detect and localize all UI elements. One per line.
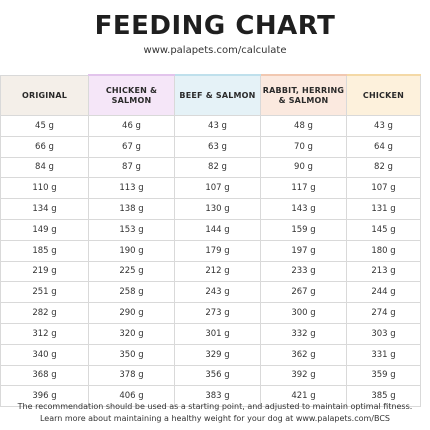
table-cell: 43 g — [174, 115, 261, 137]
table-cell: 110 g — [0, 177, 89, 200]
table-row: 45 g 46 g 43 g 48 g 43 g — [0, 115, 421, 137]
table-cell: 43 g — [346, 115, 421, 137]
table-cell: 46 g — [88, 115, 175, 137]
table-row: 66 g 67 g 63 g 70 g 64 g — [0, 135, 421, 158]
table-cell: 131 g — [346, 198, 421, 220]
table-cell: 258 g — [88, 281, 175, 304]
table-cell: 332 g — [260, 322, 347, 345]
table-cell: 320 g — [88, 322, 175, 345]
table-cell: 179 g — [174, 239, 261, 262]
table-cell: 225 g — [88, 260, 175, 283]
table-cell: 48 g — [260, 115, 347, 137]
table-row: 312 g 320 g 301 g 332 g 303 g — [0, 322, 421, 345]
table-cell: 219 g — [0, 260, 89, 283]
table-cell: 273 g — [174, 302, 261, 324]
table-row: 185 g 190 g 179 g 197 g 180 g — [0, 239, 421, 262]
column-header-original: ORIGINAL — [0, 74, 89, 116]
table-cell: 340 g — [0, 343, 89, 366]
table-cell: 82 g — [346, 156, 421, 179]
table-cell: 45 g — [0, 115, 89, 137]
table-cell: 197 g — [260, 239, 347, 262]
table-cell: 213 g — [346, 260, 421, 283]
calculator-url: www.palapets.com/calculate — [143, 45, 287, 56]
table-header-row: ORIGINAL CHICKEN & SALMON BEEF & SALMON … — [0, 74, 421, 116]
table-cell: 212 g — [174, 260, 261, 283]
table-cell: 138 g — [88, 198, 175, 220]
table-cell: 251 g — [0, 281, 89, 304]
table-row: 340 g 350 g 329 g 362 g 331 g — [0, 343, 421, 366]
table-cell: 359 g — [346, 364, 421, 387]
table-body: 45 g 46 g 43 g 48 g 43 g 66 g 67 g 63 g 70 g 64 g… — [0, 115, 421, 408]
table-cell: 301 g — [174, 322, 261, 345]
table-cell: 406 g — [88, 385, 175, 408]
table-cell: 300 g — [260, 302, 347, 324]
table-cell: 82 g — [174, 156, 261, 179]
table-cell: 378 g — [88, 364, 175, 387]
table-cell: 396 g — [0, 385, 89, 408]
footer-learn-more: Learn more about maintaining a healthy w… — [39, 414, 391, 423]
table-cell: 190 g — [88, 239, 175, 262]
table-row: 396 g 406 g 383 g 421 g 385 g — [0, 385, 421, 408]
table-cell: 303 g — [346, 322, 421, 345]
table-row: 251 g 258 g 243 g 267 g 244 g — [0, 281, 421, 304]
table-cell: 153 g — [88, 218, 175, 241]
table-cell: 70 g — [260, 135, 347, 158]
table-row: 149 g 153 g 144 g 159 g 145 g — [0, 218, 421, 241]
table-cell: 392 g — [260, 364, 347, 387]
table-cell: 144 g — [174, 218, 261, 241]
table-cell: 113 g — [88, 177, 175, 200]
table-row: 368 g 378 g 356 g 392 g 359 g — [0, 364, 421, 387]
table-cell: 290 g — [88, 302, 175, 324]
table-cell: 117 g — [260, 177, 347, 200]
footer-note: The recommendation should be used as a s… — [0, 401, 430, 425]
table-cell: 331 g — [346, 343, 421, 366]
table-cell: 180 g — [346, 239, 421, 262]
table-cell: 385 g — [346, 385, 421, 408]
table-cell: 267 g — [260, 281, 347, 304]
footer-recommendation: The recommendation should be used as a s… — [17, 402, 413, 411]
table-cell: 368 g — [0, 364, 89, 387]
page-title: FEEDING CHART — [94, 11, 336, 41]
table-cell: 90 g — [260, 156, 347, 179]
table-cell: 159 g — [260, 218, 347, 241]
table-cell: 64 g — [346, 135, 421, 158]
table-cell: 274 g — [346, 302, 421, 324]
table-cell: 383 g — [174, 385, 261, 408]
column-header-rabbit-herring-salmon: RABBIT, HERRING & SALMON — [260, 74, 347, 116]
table-cell: 282 g — [0, 302, 89, 324]
table-cell: 185 g — [0, 239, 89, 262]
table-cell: 145 g — [346, 218, 421, 241]
table-cell: 67 g — [88, 135, 175, 158]
table-row: 134 g 138 g 130 g 143 g 131 g — [0, 198, 421, 220]
table-cell: 312 g — [0, 322, 89, 345]
table-cell: 87 g — [88, 156, 175, 179]
feeding-chart-table: ORIGINAL CHICKEN & SALMON BEEF & SALMON … — [0, 74, 421, 408]
table-cell: 362 g — [260, 343, 347, 366]
table-row: 84 g 87 g 82 g 90 g 82 g — [0, 156, 421, 179]
column-header-beef-salmon: BEEF & SALMON — [174, 74, 261, 116]
table-cell: 329 g — [174, 343, 261, 366]
table-cell: 107 g — [346, 177, 421, 200]
column-header-chicken-salmon: CHICKEN & SALMON — [88, 74, 175, 116]
table-cell: 243 g — [174, 281, 261, 304]
column-header-chicken: CHICKEN — [346, 74, 421, 116]
table-cell: 84 g — [0, 156, 89, 179]
table-cell: 350 g — [88, 343, 175, 366]
table-cell: 134 g — [0, 198, 89, 220]
table-cell: 130 g — [174, 198, 261, 220]
table-row: 282 g 290 g 273 g 300 g 274 g — [0, 302, 421, 324]
table-cell: 63 g — [174, 135, 261, 158]
table-row: 219 g 225 g 212 g 233 g 213 g — [0, 260, 421, 283]
table-row: 110 g 113 g 107 g 117 g 107 g — [0, 177, 421, 200]
table-cell: 66 g — [0, 135, 89, 158]
table-cell: 149 g — [0, 218, 89, 241]
table-cell: 233 g — [260, 260, 347, 283]
table-cell: 143 g — [260, 198, 347, 220]
table-cell: 107 g — [174, 177, 261, 200]
table-cell: 421 g — [260, 385, 347, 408]
table-cell: 356 g — [174, 364, 261, 387]
table-cell: 244 g — [346, 281, 421, 304]
